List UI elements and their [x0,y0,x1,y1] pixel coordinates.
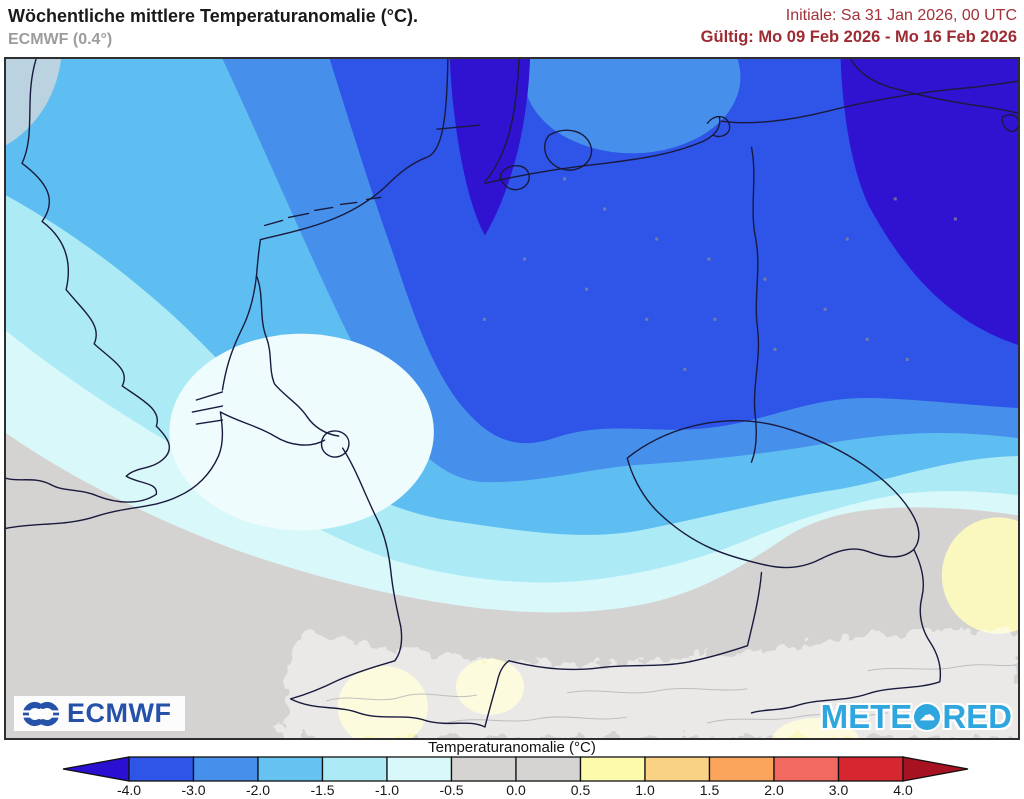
colorbar-segment [321,756,388,782]
page-title: Wöchentliche mittlere Temperaturanomalie… [8,6,418,26]
colorbar-tick-label: -4.0 [116,782,142,798]
alps-terrain [278,628,1018,738]
colorbar-tick-label: 1.5 [699,782,720,798]
band-navy-northeast [840,59,1018,345]
colorbar-segment [450,756,517,782]
colorbar-arrow-right [902,756,969,782]
meteored-logo: METE ☁ RED [821,700,1012,733]
anomaly-map-svg [6,59,1018,738]
colorbar-segment [515,756,582,782]
colorbar-ticks: -4.0 -3.0 -2.0 -1.5 -1.0 -0.5 0.0 0.5 1.0 1.5 2.0 3… [0,782,1024,799]
ecmwf-globe-icon [22,701,60,726]
band-navy-denmark-tongue [449,59,531,236]
ecmwf-logo: ECMWF [14,696,186,731]
meteored-text-left: METE [820,698,913,735]
colorbar-tick-label: 0.5 [570,782,591,798]
valid-period-label: Gültig: Mo 09 Feb 2026 - Mo 16 Feb 2026 [700,28,1017,46]
colorbar-segment [386,756,453,782]
colorbar-segment [708,756,775,782]
anomaly-map: ECMWF METE ☁ RED [4,57,1020,740]
init-time-label: Initiale: Sa 31 Jan 2026, 00 UTC [785,7,1017,24]
colorbar-segment [579,756,646,782]
meteored-text-right: RED [942,698,1012,735]
colorbar-segment [128,756,195,782]
colorbar-tick-label: -0.5 [439,782,464,798]
ecmwf-logo-text: ECMWF [67,698,172,728]
colorbar-segment [257,756,324,782]
colorbar [62,756,969,782]
band-white-blob [169,333,434,531]
colorbar-segment [837,756,904,782]
colorbar-tick-label: -3.0 [181,782,206,798]
colorbar-title: Temperaturanomalie (°C) [428,739,596,756]
colorbar-arrow-left [62,756,130,782]
colorbar-segment [192,756,259,782]
colorbar-tick-label: 2.0 [764,782,784,798]
colorbar-tick-label: 0.0 [506,782,526,798]
coastlines-borders [6,59,1018,728]
colorbar-tick-label: -1.0 [374,782,400,798]
colorbar-tick-label: 4.0 [893,782,913,798]
band-gray-corner [6,59,62,146]
colorbar-tick-label: 3.0 [828,782,849,798]
colorbar-tick-label: -2.0 [245,782,271,798]
place-marks [482,177,957,371]
colorbar-tick-label: 1.0 [635,782,655,798]
alps-ridges [326,664,1017,724]
model-subtitle: ECMWF (0.4°) [8,31,113,48]
colorbar-tick-label: -1.5 [310,782,335,798]
band-medium-patch [524,59,741,154]
colorbar-segment [644,756,711,782]
colorbar-segment [773,756,840,782]
meteored-cloud-icon: ☁ [914,703,941,730]
